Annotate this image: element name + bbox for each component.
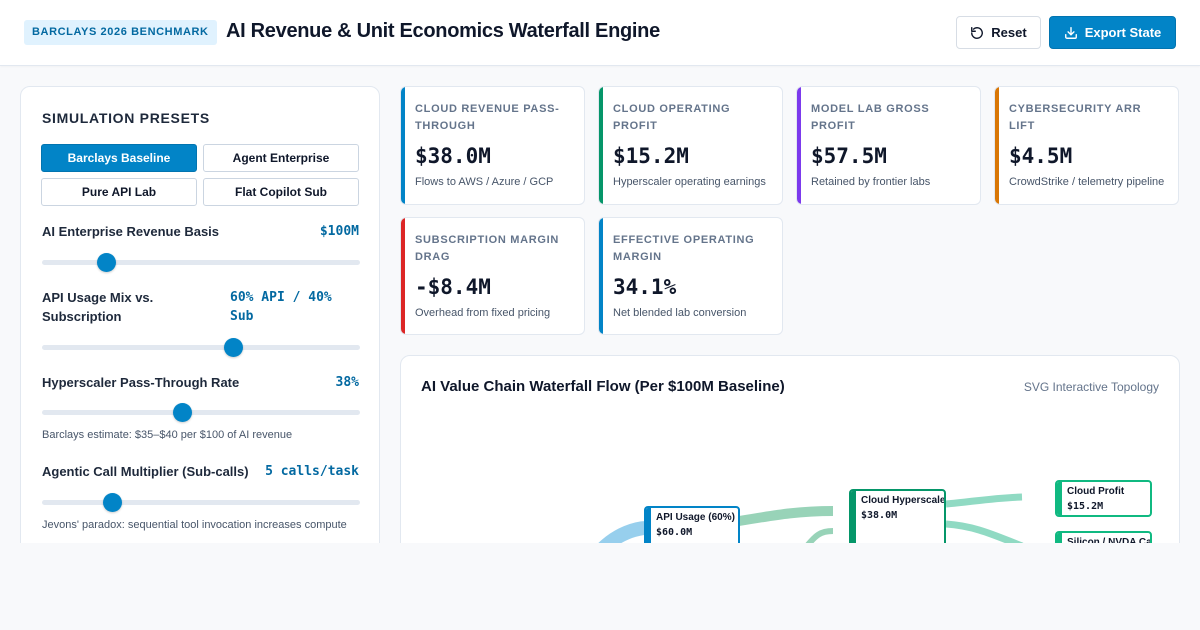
flow-link-api-to-cloud (738, 506, 834, 526)
reset-icon (971, 26, 984, 39)
preset-agent-enterprise[interactable]: Agent Enterprise (203, 144, 359, 172)
agentic-multiplier-note: Jevons' paradox: sequential tool invocat… (42, 519, 347, 531)
reset-button-label: Reset (991, 25, 1027, 40)
revenue-basis-slider[interactable] (42, 253, 360, 272)
kpi-accent-bar (995, 87, 999, 204)
preset-flat-copilot-sub[interactable]: Flat Copilot Sub (203, 178, 359, 206)
kpi-subtext: Flows to AWS / Azure / GCP (415, 176, 554, 188)
api-mix-label: API Usage Mix vs. Subscription (42, 290, 154, 324)
kpi-subtext: CrowdStrike / telemetry pipeline (1009, 176, 1165, 188)
flow-node-cloud-profit[interactable]: Cloud Profit $15.2M (1055, 480, 1152, 517)
pass-through-note: Barclays estimate: $35–$40 per $100 of A… (42, 429, 293, 441)
download-icon (1064, 26, 1077, 39)
agentic-multiplier-slider[interactable] (42, 493, 360, 512)
kpi-label: CYBERSECURITY ARR LIFT (1009, 103, 1142, 132)
kpi-subtext: Overhead from fixed pricing (415, 307, 551, 319)
kpi-label: EFFECTIVE OPERATING MARGIN (613, 234, 755, 263)
pass-through-slider[interactable] (42, 403, 360, 422)
api-mix-value: 60% API / 40% Sub (230, 290, 332, 324)
kpi-accent-bar (401, 87, 405, 204)
kpi-value: $15.2M (613, 144, 689, 168)
flow-title: AI Value Chain Waterfall Flow (Per $100M… (421, 378, 785, 395)
kpi-value: $57.5M (811, 144, 887, 168)
node-value: $60.0M (656, 527, 693, 538)
agentic-multiplier-value: 5 calls/task (265, 464, 359, 479)
kpi-label: CLOUD REVENUE PASS-THROUGH (415, 103, 560, 132)
api-mix-slider[interactable] (42, 338, 360, 357)
pass-through-label: Hyperscaler Pass-Through Rate (42, 375, 240, 390)
kpi-subtext: Retained by frontier labs (811, 176, 931, 188)
flow-node-cloud-hyperscalers[interactable]: Cloud Hyperscalers $38.0M (849, 489, 946, 549)
node-label: Cloud Hyperscalers (861, 495, 946, 506)
agentic-multiplier-slider-thumb[interactable] (102, 493, 122, 512)
flow-link-cloud-to-profit (945, 493, 1023, 508)
kpi-cloud-operating-profit: CLOUD OPERATING PROFIT $15.2M Hyperscale… (598, 86, 783, 205)
export-button-label: Export State (1084, 25, 1162, 40)
kpi-value: $38.0M (415, 144, 491, 168)
kpi-label: SUBSCRIPTION MARGIN DRAG (415, 234, 560, 263)
api-mix-slider-thumb[interactable] (223, 338, 243, 357)
revenue-basis-label: AI Enterprise Revenue Basis (42, 224, 220, 239)
app-header: BARCLAYS 2026 BENCHMARK AI Revenue & Uni… (0, 0, 1200, 66)
preset-pure-api-lab[interactable]: Pure API Lab (41, 178, 197, 206)
kpi-subtext: Hyperscaler operating earnings (613, 176, 766, 188)
kpi-model-lab-gross-profit: MODEL LAB GROSS PROFIT $57.5M Retained b… (796, 86, 981, 205)
kpi-accent-bar (401, 218, 405, 334)
revenue-basis-slider-thumb[interactable] (96, 253, 116, 272)
pass-through-slider-thumb[interactable] (172, 403, 192, 422)
revenue-basis-value: $100M (319, 224, 359, 239)
kpi-effective-operating-margin: EFFECTIVE OPERATING MARGIN 34.1% Net ble… (598, 217, 783, 335)
kpi-subtext: Net blended lab conversion (613, 307, 747, 319)
node-label: Cloud Profit (1067, 486, 1125, 497)
flow-subtitle: SVG Interactive Topology (1023, 380, 1159, 394)
kpi-cybersecurity-arr-lift: CYBERSECURITY ARR LIFT $4.5M CrowdStrike… (994, 86, 1179, 205)
kpi-accent-bar (599, 87, 603, 204)
kpi-accent-bar (599, 218, 603, 334)
node-value: $38.0M (861, 510, 898, 521)
pass-through-value: 38% (335, 375, 359, 390)
node-value: $15.2M (1067, 501, 1104, 512)
node-accent-bar (851, 491, 856, 547)
kpi-cloud-pass-through: CLOUD REVENUE PASS-THROUGH $38.0M Flows … (400, 86, 585, 205)
node-accent-bar (646, 508, 651, 554)
kpi-label: CLOUD OPERATING PROFIT (613, 103, 731, 132)
node-label: Silicon / NVDA Cap (1067, 537, 1150, 548)
panel-title: SIMULATION PRESETS (42, 110, 210, 126)
kpi-value: 34.1% (613, 275, 677, 299)
kpi-value: -$8.4M (415, 275, 491, 299)
page-title: AI Revenue & Unit Economics Waterfall En… (226, 20, 660, 42)
export-state-button[interactable]: Export State (1049, 16, 1176, 49)
kpi-accent-bar (797, 87, 801, 204)
node-label: API Usage (60%) (656, 512, 735, 523)
preset-barclays-baseline[interactable]: Barclays Baseline (41, 144, 197, 172)
viewport-fold (0, 543, 1200, 630)
kpi-subscription-margin-drag: SUBSCRIPTION MARGIN DRAG -$8.4M Overhead… (400, 217, 585, 335)
kpi-label: MODEL LAB GROSS PROFIT (811, 103, 930, 132)
simulation-panel: SIMULATION PRESETS Barclays Baseline Age… (20, 86, 380, 556)
benchmark-badge: BARCLAYS 2026 BENCHMARK (24, 20, 217, 45)
node-accent-bar (1057, 482, 1062, 515)
kpi-value: $4.5M (1009, 144, 1073, 168)
agentic-multiplier-label: Agentic Call Multiplier (Sub-calls) (42, 464, 249, 479)
reset-button[interactable]: Reset (956, 16, 1041, 49)
